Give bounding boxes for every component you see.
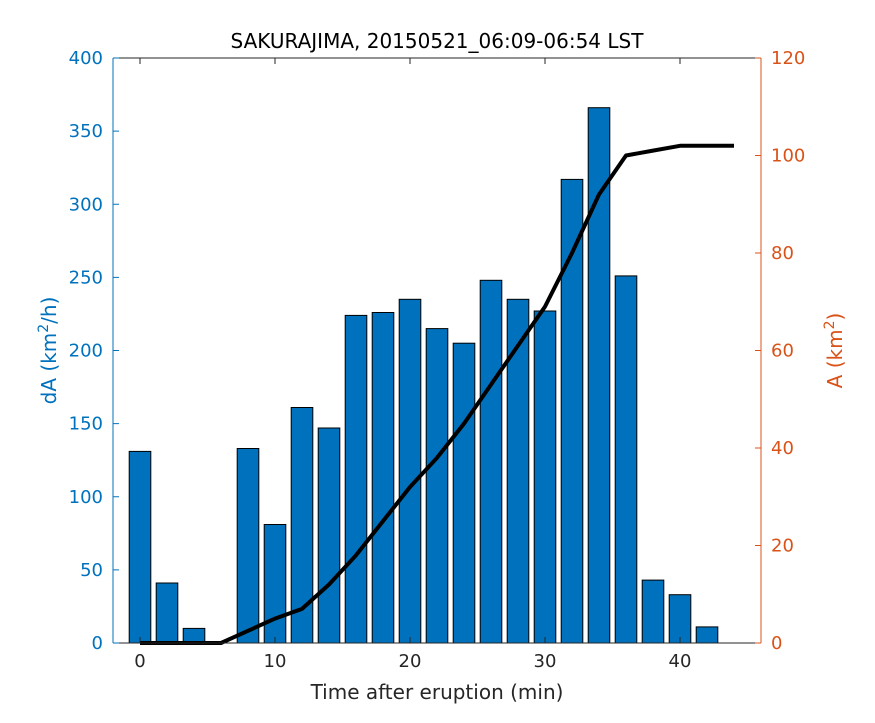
x-tick-label: 30 <box>534 651 557 672</box>
bar <box>182 627 206 644</box>
y-left-tick-label: 250 <box>69 267 103 288</box>
bar <box>236 448 260 644</box>
x-tick-label: 40 <box>669 651 692 672</box>
bar <box>155 582 179 644</box>
bar <box>425 328 449 644</box>
y-left-tick-label: 50 <box>80 560 103 581</box>
y-right-tick-label: 100 <box>771 146 805 167</box>
bar <box>263 524 287 644</box>
bar <box>371 312 395 644</box>
bar <box>344 314 368 644</box>
x-tick-label: 10 <box>264 651 287 672</box>
bar <box>128 450 152 644</box>
bar <box>641 579 665 644</box>
bar <box>506 298 530 644</box>
y-axis-left-label-tail: /h) <box>37 297 61 324</box>
y-axis-right-label-base: A (km <box>823 329 847 388</box>
y-left-tick-label: 100 <box>69 487 103 508</box>
bar <box>533 310 557 644</box>
y-left-tick-label: 0 <box>92 633 103 654</box>
x-axis-label: Time after eruption (min) <box>310 680 564 704</box>
y-axis-left-label-sup: 2 <box>36 324 52 333</box>
bar <box>398 298 422 644</box>
x-tick-label: 0 <box>134 651 145 672</box>
y-right-tick-label: 60 <box>771 341 794 362</box>
y-right-tick-label: 40 <box>771 438 794 459</box>
bar <box>614 275 638 644</box>
y-axis-left-label: dA (km2/h) <box>36 297 61 405</box>
y-left-tick-label: 150 <box>69 414 103 435</box>
y-left-tick-label: 300 <box>69 194 103 215</box>
y-left-tick-label: 400 <box>69 48 103 69</box>
line-series-layer <box>140 143 734 645</box>
bar <box>587 107 611 644</box>
y-axis-right-label: A (km2) <box>822 313 847 389</box>
y-axis-right-label-sup: 2 <box>822 320 838 329</box>
y-axis-right-label-tail: ) <box>823 313 847 321</box>
bar <box>479 279 503 644</box>
axes <box>112 57 762 644</box>
y-left-tick-label: 350 <box>69 121 103 142</box>
y-axis-left-label-base: dA (km <box>37 333 61 405</box>
chart-title: SAKURAJIMA, 20150521_06:09-06:54 LST <box>231 29 645 53</box>
y-left-tick-label: 200 <box>69 341 103 362</box>
cumulative-area-line <box>140 143 734 645</box>
bar <box>317 427 341 644</box>
y-right-tick-label: 0 <box>771 633 782 654</box>
bar <box>452 342 476 644</box>
tick-labels: 0 10 20 30 400501001502002503003504000204060… <box>69 48 806 672</box>
bar <box>695 626 719 644</box>
bar-series <box>128 107 719 644</box>
y-right-tick-label: 80 <box>771 243 794 264</box>
y-right-tick-label: 20 <box>771 536 794 557</box>
bar <box>668 594 692 644</box>
x-tick-label: 20 <box>399 651 422 672</box>
y-right-tick-label: 120 <box>771 48 805 69</box>
